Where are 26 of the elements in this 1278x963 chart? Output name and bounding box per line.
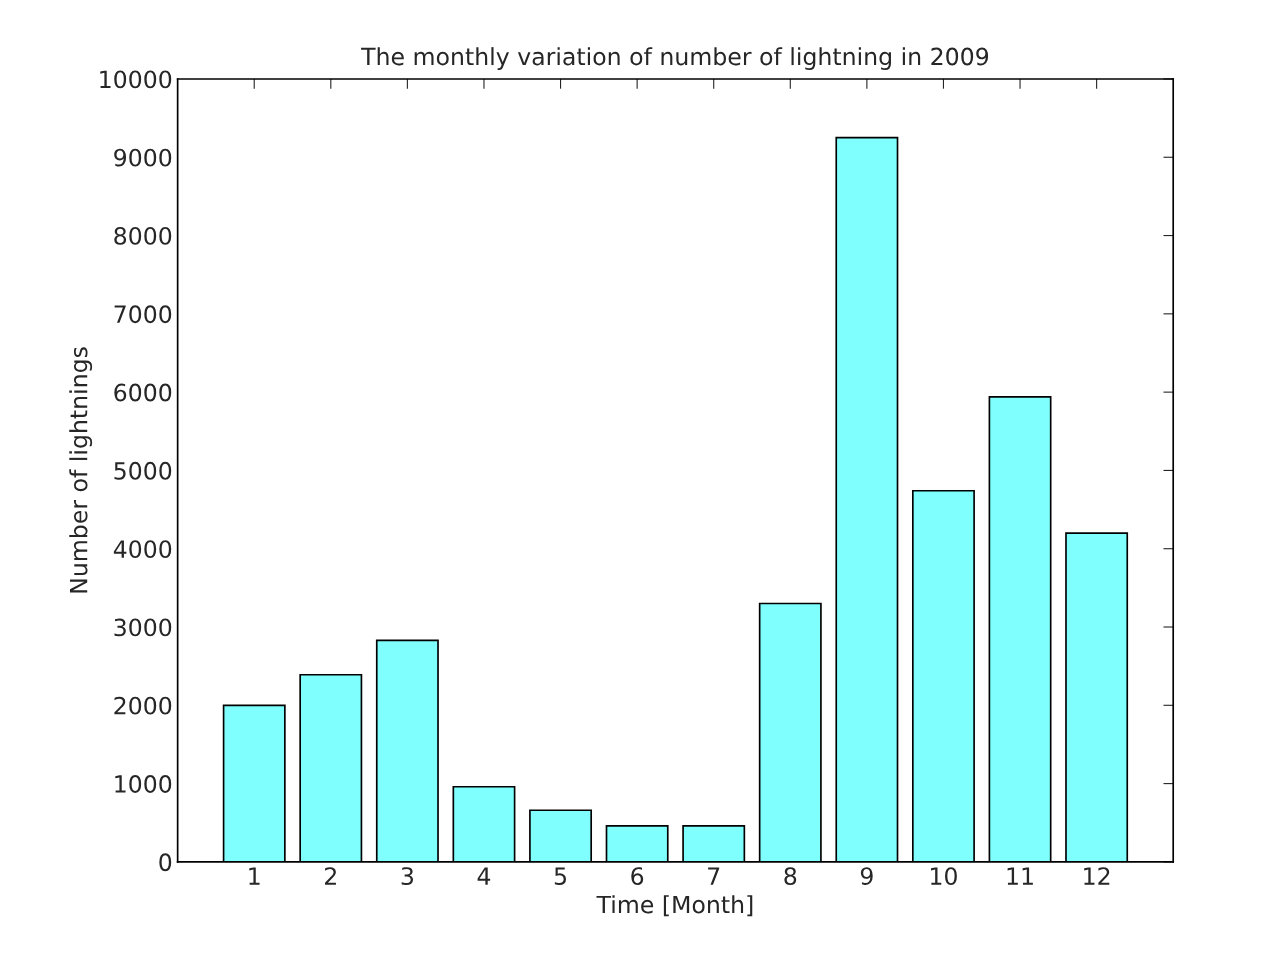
x-tick-label: 4 [477,867,491,885]
x-tick-label: 2 [325,867,336,885]
chart-title: The monthly variation of number of lightning in 2009 [361,47,989,70]
y-tick-label: 3000 [114,618,172,637]
x-tick-label: 7 [708,867,720,885]
y-axis-title: Number of lightnings [69,347,93,593]
y-tick-label: 6000 [114,383,172,402]
y-tick-label: 1000 [115,775,172,793]
y-tick-label: 7000 [114,305,172,324]
y-tick-label: 5000 [114,461,172,480]
x-tick-label: 6 [631,867,644,886]
x-tick-label: 8 [784,867,797,886]
x-axis-title: Time [Month] [596,895,753,917]
y-tick-label: 8000 [114,227,172,245]
x-tick-label: 9 [860,867,873,886]
x-tick-label: 1 [249,867,260,885]
x-tick-label: 3 [401,867,414,886]
y-tick-label: 2000 [114,696,172,715]
y-tick-label: 10000 [100,70,172,89]
y-tick-label: 4000 [113,540,172,559]
x-tick-label: 5 [554,867,566,886]
x-tick-label: 10 [931,867,957,886]
y-tick-label: 0 [159,853,172,872]
x-tick-label: 12 [1084,867,1110,885]
x-tick-label: 11 [1007,867,1033,885]
y-tick-label: 9000 [114,148,172,167]
